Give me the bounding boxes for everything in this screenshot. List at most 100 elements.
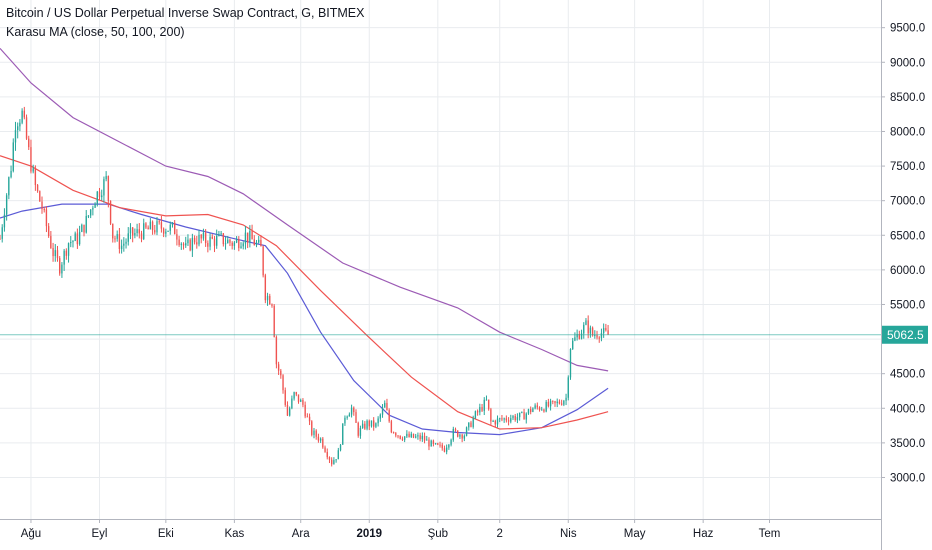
candle-body bbox=[527, 409, 530, 414]
candle-body bbox=[563, 400, 565, 405]
price-tick-label: 6000.0 bbox=[890, 265, 925, 277]
candle-body bbox=[182, 243, 185, 246]
candle-body bbox=[465, 427, 468, 436]
candle-body bbox=[143, 223, 145, 239]
time-tick-label: Tem bbox=[759, 528, 781, 540]
candle-body bbox=[437, 443, 439, 445]
candle-body bbox=[288, 408, 291, 416]
candle-body bbox=[147, 227, 149, 230]
candle-body bbox=[235, 239, 238, 243]
time-tick-label: May bbox=[624, 528, 646, 540]
candle-body bbox=[180, 243, 183, 245]
candle-body bbox=[567, 377, 569, 398]
candle-body bbox=[242, 243, 244, 247]
candlestick-series bbox=[0, 106, 609, 467]
candle-body bbox=[262, 246, 264, 276]
candle-body bbox=[505, 418, 508, 421]
candle-body bbox=[249, 230, 251, 243]
candle-body bbox=[401, 438, 404, 440]
candle-body bbox=[373, 420, 375, 427]
candle-body bbox=[233, 242, 236, 246]
ma-line-1 bbox=[0, 203, 609, 436]
candle-body bbox=[78, 231, 81, 245]
candle-body bbox=[311, 421, 313, 435]
candle-body bbox=[589, 327, 592, 334]
candle-body bbox=[452, 428, 454, 440]
candle-body bbox=[587, 320, 589, 334]
last-price-badge-bg bbox=[882, 325, 928, 344]
candle-body bbox=[353, 407, 355, 413]
candle-body bbox=[70, 242, 72, 244]
candle-body bbox=[218, 233, 220, 236]
candle-body bbox=[434, 443, 437, 445]
candle-body bbox=[98, 191, 101, 198]
candle-body bbox=[211, 236, 213, 239]
candle-body bbox=[445, 447, 448, 452]
candle-body bbox=[293, 392, 295, 399]
candle-body bbox=[56, 250, 59, 259]
candle-body bbox=[384, 402, 386, 408]
candle-body bbox=[510, 418, 512, 422]
candle-body bbox=[395, 433, 397, 436]
candle-body bbox=[454, 428, 457, 431]
candle-body bbox=[530, 409, 532, 412]
candle-body bbox=[123, 243, 125, 246]
candle-body bbox=[560, 403, 563, 405]
candle-body bbox=[158, 221, 160, 223]
candle-body bbox=[342, 423, 344, 445]
candle-body bbox=[229, 239, 231, 243]
candle-body bbox=[286, 404, 289, 416]
candle-body bbox=[594, 334, 596, 336]
candle-body bbox=[204, 232, 207, 244]
candle-body bbox=[0, 238, 1, 240]
candle-body bbox=[282, 375, 284, 391]
ma-line-3 bbox=[0, 47, 609, 372]
candle-body bbox=[545, 401, 547, 412]
candle-body bbox=[138, 229, 140, 234]
candle-body bbox=[109, 200, 112, 224]
candle-body bbox=[10, 170, 12, 178]
candle-body bbox=[350, 407, 353, 415]
candle-body bbox=[536, 405, 539, 408]
candle-body bbox=[169, 224, 171, 231]
candle-body bbox=[149, 221, 152, 230]
candle-body bbox=[492, 420, 494, 422]
moving-average-lines bbox=[0, 47, 609, 436]
candle-body bbox=[273, 305, 275, 337]
candle-body bbox=[74, 233, 76, 241]
candle-body bbox=[151, 221, 154, 231]
candle-body bbox=[193, 237, 196, 243]
candle-body bbox=[167, 230, 169, 232]
candle-body bbox=[583, 324, 585, 334]
candle-body bbox=[463, 435, 466, 439]
time-axis[interactable]: Ağu Eyl Eki Kas Ara 2019 Şub 2 Nis May Haz Tem bbox=[0, 519, 881, 540]
candle-body bbox=[459, 434, 461, 437]
candle-body bbox=[410, 433, 412, 438]
candle-body bbox=[34, 168, 37, 186]
candle-body bbox=[443, 448, 446, 452]
candle-body bbox=[569, 348, 572, 378]
candle-body bbox=[89, 209, 92, 216]
candle-body bbox=[501, 418, 503, 420]
price-tick-label: 4000.0 bbox=[890, 403, 925, 415]
candle-body bbox=[543, 409, 545, 412]
price-axis[interactable]: 3000.03500.04000.04500.05000.05500.06000… bbox=[881, 0, 925, 550]
candle-body bbox=[470, 422, 472, 427]
candle-body bbox=[558, 401, 561, 404]
candle-body bbox=[291, 398, 293, 409]
candle-body bbox=[251, 230, 253, 240]
candle-body bbox=[129, 227, 132, 234]
candle-body bbox=[231, 242, 233, 246]
candle-body bbox=[335, 459, 337, 461]
candle-body bbox=[326, 451, 328, 458]
candle-body bbox=[258, 239, 260, 243]
last-price-badge: 5062.5 bbox=[882, 325, 928, 344]
candle-body bbox=[461, 434, 463, 439]
candle-body bbox=[25, 117, 28, 139]
candle-body bbox=[479, 407, 481, 413]
candle-body bbox=[101, 195, 103, 198]
candle-body bbox=[160, 222, 163, 229]
candle-body bbox=[476, 411, 479, 413]
candle-body bbox=[59, 258, 61, 274]
